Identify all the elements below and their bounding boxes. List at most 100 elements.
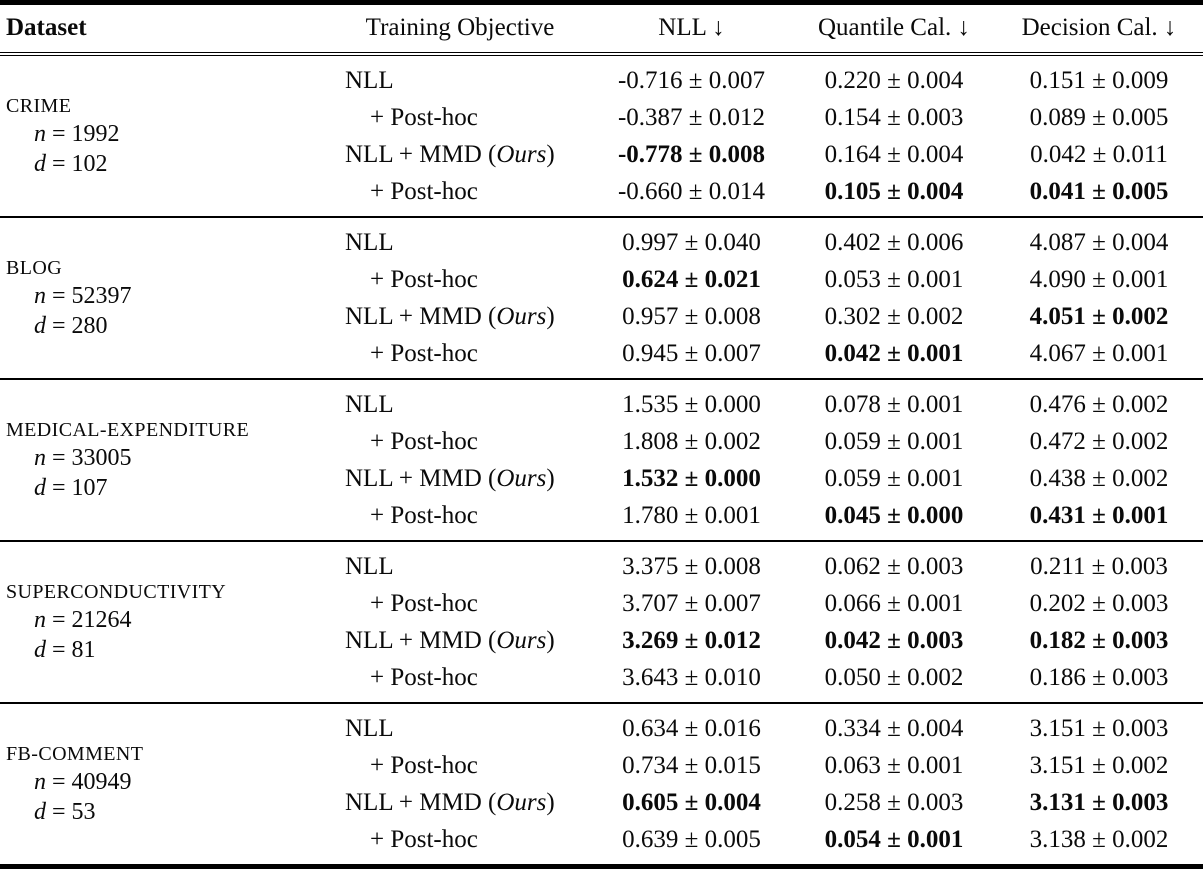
n-value: = 33005 [52,445,132,471]
nll-value: -0.716 ± 0.007 [617,67,766,94]
dataset-name: CRIME [6,95,72,117]
table-row: + Post-hoc 1.808 ± 0.002 0.059 ± 0.001 0.47… [0,423,1203,460]
dataset-name: FB-COMMENT [6,743,144,765]
training-objective-label: + Post-hoc [330,261,590,298]
training-objective-label: NLL + MMD (Ours) [330,460,590,497]
decision-cal-value: 0.476 ± 0.002 [1029,391,1169,418]
training-objective-label: + Post-hoc [330,335,590,379]
d-value: = 280 [52,313,108,339]
quantile-cal-value: 0.053 ± 0.001 [824,266,964,293]
quantile-cal-value: 0.258 ± 0.003 [824,789,964,816]
column-header-nll: NLL ↓ [590,2,793,56]
nll-value: -0.387 ± 0.012 [617,104,766,131]
table-row: FB-COMMENT n = 40949 d = 53 NLL 0.634 ± 0.01… [0,703,1203,825]
nll-value: 0.734 ± 0.015 [622,752,761,779]
nll-value: 1.535 ± 0.000 [622,391,761,418]
objective-text: + Post-hoc [370,266,478,293]
nll-value: 3.269 ± 0.012 [622,627,761,654]
decision-cal-value: 0.431 ± 0.001 [1029,502,1169,529]
dataset-dimension: d = 81 [6,635,329,665]
training-objective-label: NLL [330,703,590,747]
d-value: = 102 [52,151,108,177]
table-row: + Post-hoc 0.945 ± 0.007 0.042 ± 0.001 4.06… [0,335,1203,379]
objective-text: + Post-hoc [370,590,478,617]
decision-cal-value: 0.472 ± 0.002 [1029,428,1169,455]
column-header-training-objective: Training Objective [330,2,590,56]
decision-cal-value: 0.042 ± 0.011 [1030,141,1168,168]
dataset-name: BLOG [6,257,63,279]
quantile-cal-value: 0.105 ± 0.004 [824,178,964,205]
decision-cal-value: 4.067 ± 0.001 [1029,340,1169,367]
training-objective-label: + Post-hoc [330,99,590,136]
objective-text: ) [546,627,555,654]
training-objective-label: NLL + MMD (Ours) [330,622,590,659]
dataset-sample-count: n = 52397 [6,281,329,311]
dataset-dimension: d = 107 [6,473,329,503]
training-objective-label: NLL + MMD (Ours) [330,784,590,821]
dataset-name: MEDICAL-EXPENDITURE [6,419,250,441]
table-row: NLL + MMD (Ours) 1.532 ± 0.000 0.059 ± 0.0… [0,460,1203,497]
decision-cal-value: 0.438 ± 0.002 [1029,465,1169,492]
dataset-group: CRIME n = 1992 d = 102 NLL -0.716 ± 0.007 0.2… [0,54,1203,217]
objective-ours-emphasis: Ours [496,465,547,492]
variable-n: n [34,283,46,309]
nll-value: 0.639 ± 0.005 [622,826,761,853]
table-row: SUPERCONDUCTIVITY n = 21264 d = 81 NLL 3.375… [0,541,1203,663]
d-value: = 107 [52,475,108,501]
dataset-sample-count: n = 40949 [6,767,329,797]
objective-ours-emphasis: Ours [496,141,547,168]
nll-value: 3.375 ± 0.008 [622,553,761,580]
table-row: + Post-hoc -0.660 ± 0.014 0.105 ± 0.004 0.0… [0,173,1203,217]
table-row: MEDICAL-EXPENDITURE n = 33005 d = 107 NLL 1.… [0,379,1203,501]
nll-value: -0.778 ± 0.008 [617,141,766,168]
header-row: Dataset Training Objective NLL ↓ Quantil… [0,2,1203,56]
nll-value: 3.707 ± 0.007 [622,590,761,617]
nll-value: 0.957 ± 0.008 [622,303,761,330]
training-objective-label: NLL [330,379,590,423]
table-row: NLL + MMD (Ours) -0.778 ± 0.008 0.164 ± 0.… [0,136,1203,173]
d-value: = 53 [52,799,96,825]
variable-n: n [34,769,46,795]
dataset-dimension: d = 280 [6,311,329,341]
training-objective-label: + Post-hoc [330,497,590,541]
objective-text: NLL [345,229,394,256]
table-row: + Post-hoc 1.780 ± 0.001 0.045 ± 0.000 0.43… [0,497,1203,541]
nll-value: 0.945 ± 0.007 [622,340,761,367]
decision-cal-value: 0.211 ± 0.003 [1030,553,1168,580]
column-header-quantile-cal: Quantile Cal. ↓ [793,2,995,56]
objective-text: NLL [345,67,394,94]
variable-n: n [34,607,46,633]
objective-text: + Post-hoc [370,664,478,691]
training-objective-label: NLL [330,54,590,99]
decision-cal-value: 4.051 ± 0.002 [1029,303,1169,330]
decision-cal-value: 4.090 ± 0.001 [1029,266,1169,293]
variable-n: n [34,445,46,471]
table-row: + Post-hoc -0.387 ± 0.012 0.154 ± 0.003 0.0… [0,99,1203,136]
n-value: = 1992 [52,121,120,147]
dataset-cell: MEDICAL-EXPENDITURE n = 33005 d = 107 [0,379,330,541]
decision-cal-value: 0.202 ± 0.003 [1029,590,1169,617]
table-row: NLL + MMD (Ours) 0.957 ± 0.008 0.302 ± 0.0… [0,298,1203,335]
quantile-cal-value: 0.334 ± 0.004 [824,715,964,742]
nll-value: 1.780 ± 0.001 [622,502,761,529]
nll-value: -0.660 ± 0.014 [617,178,766,205]
training-objective-label: + Post-hoc [330,173,590,217]
variable-d: d [34,637,46,663]
decision-cal-value: 0.186 ± 0.003 [1029,664,1169,691]
objective-text: NLL [345,391,394,418]
decision-cal-value: 0.182 ± 0.003 [1029,627,1169,654]
dataset-sample-count: n = 21264 [6,605,329,635]
nll-value: 0.605 ± 0.004 [622,789,761,816]
decision-cal-value: 0.089 ± 0.005 [1029,104,1169,131]
dataset-sample-count: n = 1992 [6,119,329,149]
quantile-cal-value: 0.164 ± 0.004 [824,141,964,168]
objective-text: NLL + MMD ( [345,141,497,168]
quantile-cal-value: 0.078 ± 0.001 [824,391,964,418]
objective-text: NLL + MMD ( [345,465,497,492]
decision-cal-value: 3.151 ± 0.003 [1029,715,1169,742]
training-objective-label: + Post-hoc [330,423,590,460]
nll-value: 1.808 ± 0.002 [622,428,761,455]
training-objective-label: + Post-hoc [330,821,590,867]
table-row: NLL + MMD (Ours) 3.269 ± 0.012 0.042 ± 0.0… [0,622,1203,659]
